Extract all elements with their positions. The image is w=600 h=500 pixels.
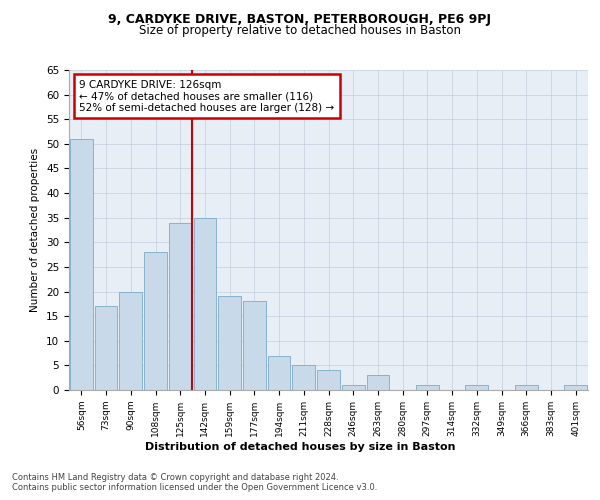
Bar xyxy=(317,370,340,390)
Bar xyxy=(119,292,142,390)
Bar xyxy=(144,252,167,390)
Bar xyxy=(70,139,93,390)
Text: 9 CARDYKE DRIVE: 126sqm
← 47% of detached houses are smaller (116)
52% of semi-d: 9 CARDYKE DRIVE: 126sqm ← 47% of detache… xyxy=(79,80,335,113)
Bar xyxy=(367,375,389,390)
Text: Contains public sector information licensed under the Open Government Licence v3: Contains public sector information licen… xyxy=(12,484,377,492)
Bar xyxy=(292,366,315,390)
Bar xyxy=(564,385,587,390)
Bar xyxy=(243,302,266,390)
Bar xyxy=(194,218,216,390)
Bar xyxy=(95,306,118,390)
Bar xyxy=(169,222,191,390)
Bar xyxy=(515,385,538,390)
Text: Contains HM Land Registry data © Crown copyright and database right 2024.: Contains HM Land Registry data © Crown c… xyxy=(12,472,338,482)
Bar xyxy=(342,385,365,390)
Bar xyxy=(466,385,488,390)
Bar xyxy=(268,356,290,390)
Y-axis label: Number of detached properties: Number of detached properties xyxy=(31,148,40,312)
Text: Size of property relative to detached houses in Baston: Size of property relative to detached ho… xyxy=(139,24,461,37)
Bar xyxy=(416,385,439,390)
Bar xyxy=(218,296,241,390)
Text: 9, CARDYKE DRIVE, BASTON, PETERBOROUGH, PE6 9PJ: 9, CARDYKE DRIVE, BASTON, PETERBOROUGH, … xyxy=(109,12,491,26)
Text: Distribution of detached houses by size in Baston: Distribution of detached houses by size … xyxy=(145,442,455,452)
